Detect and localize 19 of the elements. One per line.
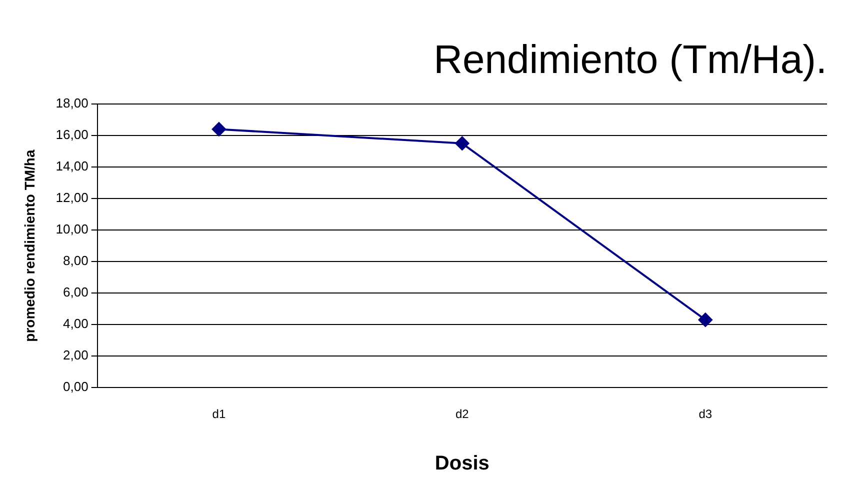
y-tick-label: 4,00 [63, 316, 88, 332]
point [698, 312, 712, 327]
y-tick-label: 0,00 [63, 379, 88, 394]
point [455, 136, 470, 150]
y-axis-title: promedio rendimiento TM/ha [21, 150, 38, 342]
y-tick-label: 8,00 [63, 253, 88, 268]
x-tick-label: d1 [212, 407, 226, 422]
x-tick-label: d3 [698, 407, 712, 422]
point [212, 122, 226, 136]
y-tick-label: 16,00 [56, 127, 88, 142]
y-tick-label: 10,00 [56, 222, 88, 237]
chart-title: Rendimiento (Tm/Ha). [434, 38, 827, 82]
y-tick-label: 14,00 [56, 158, 88, 174]
y-tick-label: 6,00 [63, 284, 88, 300]
x-tick-label: d2 [455, 407, 470, 422]
y-tick-label: 18,00 [56, 96, 88, 111]
x-axis-title: Dosis [434, 452, 490, 475]
y-tick-label: 12,00 [56, 190, 88, 206]
y-tick-label: 2,00 [63, 348, 88, 363]
